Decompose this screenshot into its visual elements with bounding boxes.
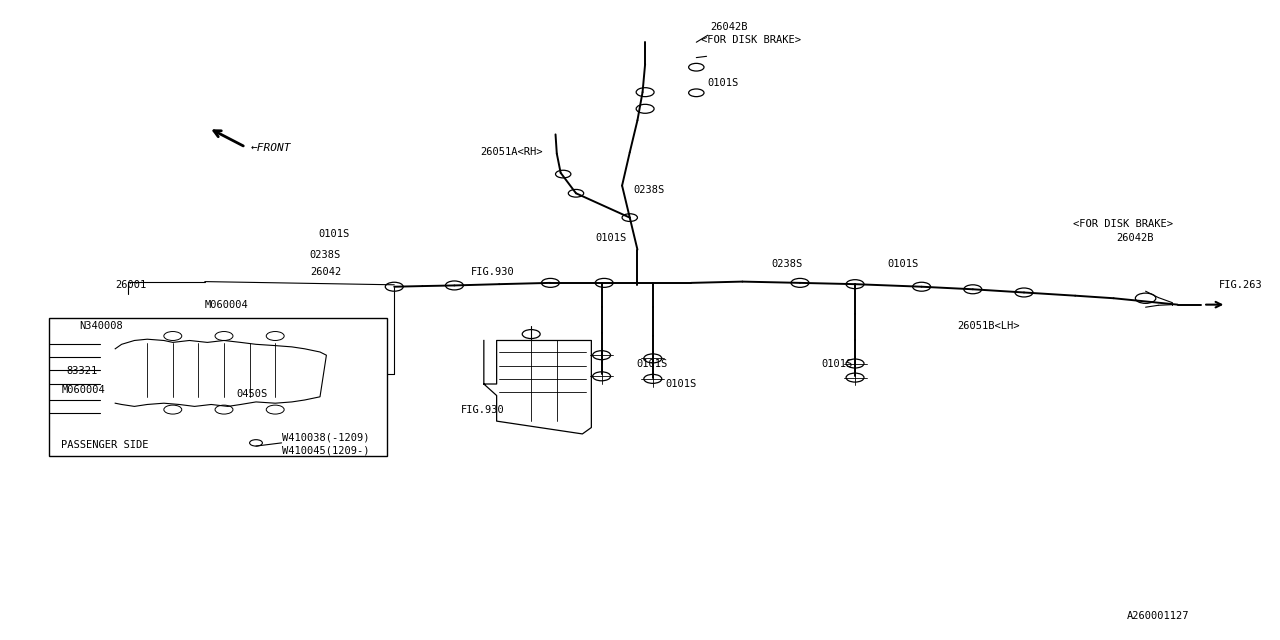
Text: 0238S: 0238S xyxy=(634,185,664,195)
Text: 26051B<LH>: 26051B<LH> xyxy=(957,321,1020,332)
Text: FIG.930: FIG.930 xyxy=(471,267,515,277)
Text: PASSENGER SIDE: PASSENGER SIDE xyxy=(61,440,148,450)
Text: 26001: 26001 xyxy=(115,280,146,290)
Text: 0101S: 0101S xyxy=(887,259,918,269)
Text: 0450S: 0450S xyxy=(237,388,268,399)
Text: 0101S: 0101S xyxy=(666,379,696,389)
Text: FIG.930: FIG.930 xyxy=(461,404,504,415)
Text: 26042B: 26042B xyxy=(1116,233,1153,243)
Text: 0101S: 0101S xyxy=(595,233,626,243)
Text: M060004: M060004 xyxy=(205,300,248,310)
Text: 83321: 83321 xyxy=(67,366,97,376)
Text: 26042: 26042 xyxy=(310,267,340,277)
Text: 0101S: 0101S xyxy=(636,358,667,369)
Text: <FOR DISK BRAKE>: <FOR DISK BRAKE> xyxy=(701,35,801,45)
Text: 0101S: 0101S xyxy=(319,228,349,239)
Text: 0101S: 0101S xyxy=(822,358,852,369)
Text: A260001127: A260001127 xyxy=(1126,611,1189,621)
Text: 26051A<RH>: 26051A<RH> xyxy=(480,147,543,157)
Text: N340008: N340008 xyxy=(79,321,123,332)
Text: W410045(1209-): W410045(1209-) xyxy=(282,445,369,456)
Text: W410038(-1209): W410038(-1209) xyxy=(282,433,369,443)
Text: 0238S: 0238S xyxy=(772,259,803,269)
Text: 0238S: 0238S xyxy=(310,250,340,260)
Text: 26042B: 26042B xyxy=(710,22,748,32)
Text: <FOR DISK BRAKE>: <FOR DISK BRAKE> xyxy=(1073,219,1172,229)
Text: FIG.263: FIG.263 xyxy=(1219,280,1262,290)
Bar xyxy=(49,318,387,456)
Text: M060004: M060004 xyxy=(61,385,105,396)
Text: ←FRONT: ←FRONT xyxy=(251,143,292,154)
Text: 0101S: 0101S xyxy=(708,78,739,88)
